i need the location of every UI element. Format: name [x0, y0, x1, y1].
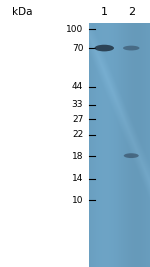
- Text: 33: 33: [72, 100, 83, 109]
- Text: kDa: kDa: [12, 7, 33, 17]
- Bar: [89, 8, 150, 23]
- Text: 14: 14: [72, 174, 83, 183]
- Text: 1: 1: [101, 7, 108, 17]
- Ellipse shape: [124, 153, 139, 158]
- Text: 100: 100: [66, 25, 83, 34]
- Text: 10: 10: [72, 196, 83, 205]
- Bar: [89, 8, 150, 267]
- Text: 18: 18: [72, 152, 83, 161]
- Text: 22: 22: [72, 130, 83, 139]
- Text: 27: 27: [72, 115, 83, 124]
- Text: 2: 2: [128, 7, 135, 17]
- Text: 44: 44: [72, 82, 83, 91]
- Ellipse shape: [123, 46, 140, 50]
- Text: 70: 70: [72, 44, 83, 53]
- Ellipse shape: [94, 45, 114, 51]
